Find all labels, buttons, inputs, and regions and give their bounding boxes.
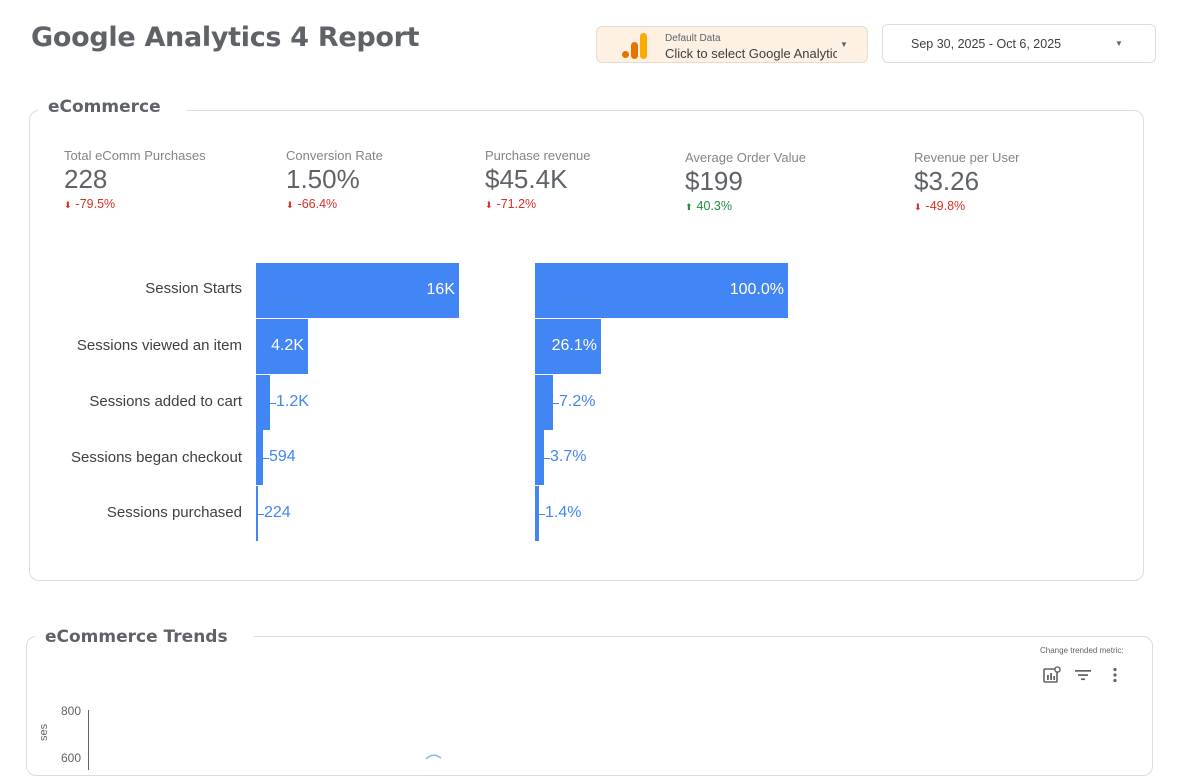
chevron-down-icon: ▼ [840,40,848,49]
y-axis-line [88,710,89,770]
funnel-step-label: Sessions viewed an item [76,337,242,354]
kpi-value: 228 [64,164,108,194]
funnel-bar [535,319,601,374]
ecommerce-card [29,110,1144,581]
funnel-bar [256,430,263,485]
funnel-step-label: Sessions began checkout [71,449,242,466]
funnel-step-label: Sessions added to cart [89,393,242,410]
kpi-value: $199 [685,166,743,196]
trend-line [425,754,442,760]
funnel-bar-label: 7.2% [559,393,596,410]
funnel-bar-label: 1.2K [276,393,309,410]
kpi-label: Revenue per User [914,150,1020,165]
funnel-bar [256,263,459,318]
funnel-leader-line [258,514,264,515]
kpi-revenue-per-user: Revenue per User $3.26 ⬇ -49.8% [914,150,1020,213]
kpi-delta: ⬇ -49.8% [914,199,966,213]
y-tick-label: 600 [61,751,82,765]
arrow-down-icon: ⬇ [64,200,72,210]
funnel-bar [535,430,544,485]
funnel-step-label: Sessions purchased [106,504,242,521]
funnel-bar-label: 100.0% [729,281,784,298]
kpi-label: Average Order Value [685,150,806,165]
funnel-bar [256,375,270,430]
funnel-bar-label: 3.7% [550,448,587,465]
funnel-leader-line [270,403,276,404]
kpi-delta: ⬆ 40.3% [685,199,732,213]
kpi-value: 1.50% [286,164,360,194]
kpi-delta: ⬇ -71.2% [485,197,537,211]
funnel-bar [256,486,258,541]
data-source-picker[interactable]: Default Data Click to select Google Anal… [596,26,868,63]
kpi-delta: ⬇ -66.4% [286,197,338,211]
ecommerce-trends-card [26,636,1153,776]
kpi-label: Conversion Rate [286,148,383,163]
arrow-down-icon: ⬇ [914,202,922,212]
filter-icon[interactable] [1073,665,1093,685]
funnel-bar [535,486,539,541]
trends-section-title: eCommerce Trends [35,627,254,647]
data-source-value: Click to select Google Analytics [665,46,837,61]
kpi-value: $45.4K [485,164,568,194]
more-vert-icon[interactable] [1105,665,1125,685]
funnel-leader-line [553,403,559,404]
funnel-bar-label: 16K [426,281,455,298]
funnel-leader-line [544,458,550,459]
funnel-step-label: Session Starts [145,280,242,297]
kpi-conversion-rate: Conversion Rate 1.50% ⬇ -66.4% [286,148,383,211]
y-tick-label: 800 [61,704,82,718]
kpi-label: Total eComm Purchases [64,148,206,163]
kpi-average-order-value: Average Order Value $199 ⬆ 40.3% [685,150,806,213]
date-range-picker[interactable]: Sep 30, 2025 - Oct 6, 2025 ▼ [882,24,1156,63]
chevron-down-icon: ▼ [1115,39,1123,48]
funnel-bar [535,263,788,318]
arrow-up-icon: ⬆ [685,202,693,212]
kpi-purchase-revenue: Purchase revenue $45.4K ⬇ -71.2% [485,148,591,211]
kpi-delta: ⬇ -79.5% [64,197,116,211]
funnel-bar-label: 594 [269,448,296,465]
funnel-bar [535,375,553,430]
funnel-bar [256,319,308,374]
date-range-text: Sep 30, 2025 - Oct 6, 2025 [911,37,1062,51]
kpi-value: $3.26 [914,166,980,196]
kpi-label: Purchase revenue [485,148,591,163]
funnel-bar-label: 1.4% [545,504,582,521]
chart-settings-icon[interactable] [1042,665,1062,685]
change-metric-label: Change trended metric: [1040,646,1124,655]
funnel-leader-line [539,514,545,515]
data-source-label: Default Data [665,33,721,44]
funnel-bar-label: 224 [264,504,291,521]
funnel-leader-line [263,458,269,459]
arrow-down-icon: ⬇ [485,200,493,210]
funnel-bar-label: 4.2K [271,337,304,354]
arrow-down-icon: ⬇ [286,200,294,210]
ecommerce-section-title: eCommerce [38,97,187,117]
kpi-total-purchases: Total eComm Purchases 228 ⬇ -79.5% [64,148,206,211]
funnel-bar-label: 26.1% [551,337,597,354]
page-title: Google Analytics 4 Report [31,22,420,53]
y-axis-label: ses [38,723,50,741]
google-analytics-logo [622,33,647,59]
